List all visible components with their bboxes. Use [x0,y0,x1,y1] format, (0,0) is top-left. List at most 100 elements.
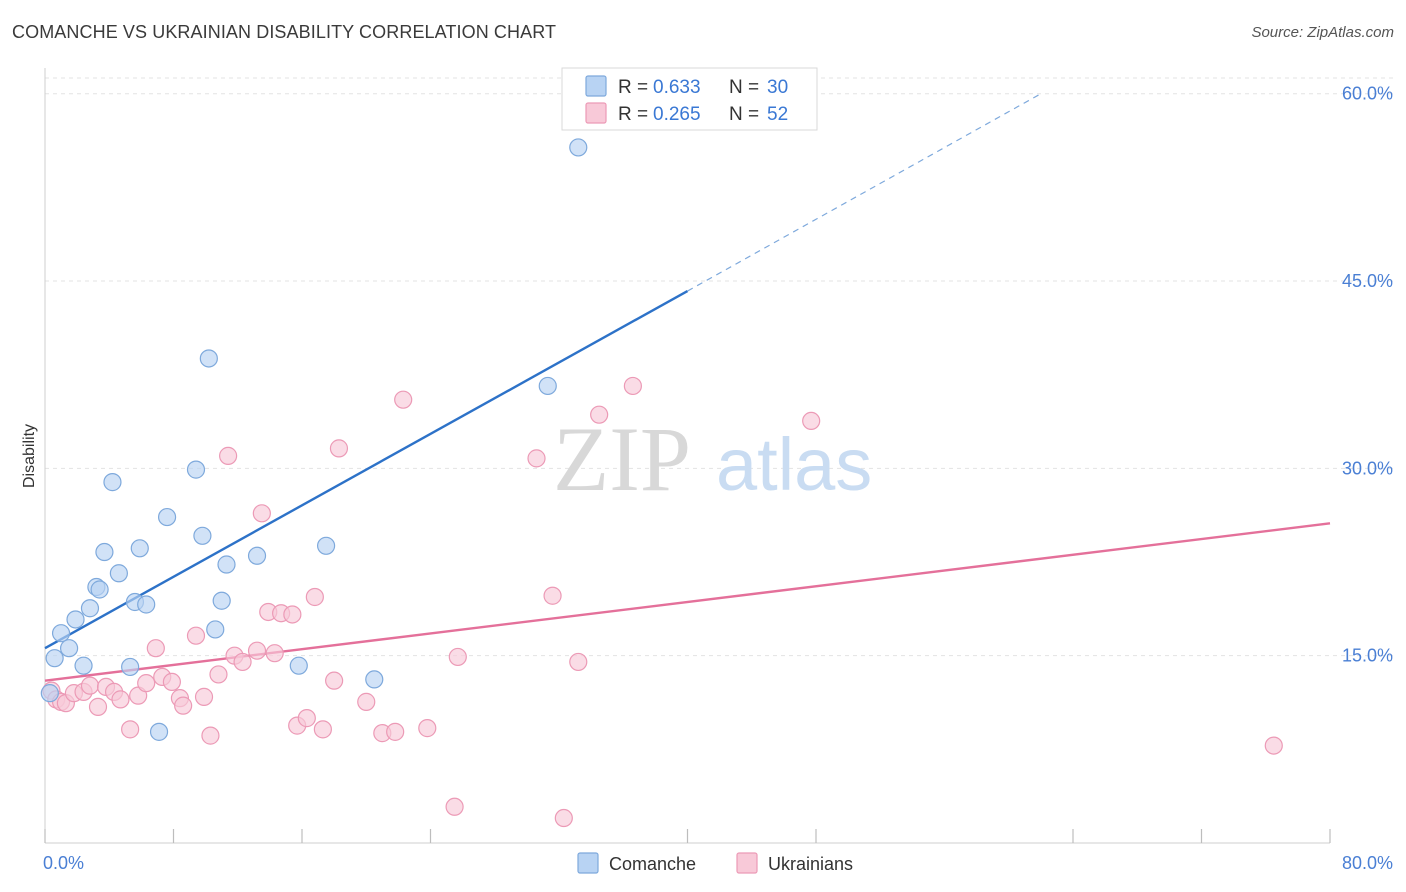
data-point-comanche [51,624,71,643]
series-legend-label-comanche: Comanche [609,854,696,874]
series-legend-swatch-ukrainians [736,852,758,874]
legend-n-label-ukrainians: N = [729,104,759,125]
data-point-ukrainians [137,674,156,693]
data-point-ukrainians [313,720,332,739]
legend-r-value-comanche: 0.633 [653,77,701,98]
data-point-ukrainians [111,690,130,709]
legend-r-value-ukrainians: 0.265 [653,104,701,125]
data-point-ukrainians [543,586,562,605]
y-tick-label: 45.0% [1342,271,1393,291]
data-point-comanche [206,620,225,639]
legend-r-label-comanche: R = [618,77,648,98]
data-point-comanche [149,722,169,741]
legend-n-label-comanche: N = [729,77,759,98]
data-point-ukrainians [146,639,165,658]
legend-swatch-ukrainians [585,102,607,124]
correlation-legend: R = 0.633 N = 30 R = 0.265 N = 52 [561,67,818,131]
data-point-comanche [59,639,79,658]
y-tick-label: 30.0% [1342,458,1393,478]
data-point-comanche [66,610,85,629]
data-point-comanche [247,546,267,565]
data-point-ukrainians [448,647,467,667]
data-point-ukrainians [590,405,609,424]
data-point-ukrainians [527,449,546,468]
data-point-ukrainians [209,665,228,684]
data-point-ukrainians [162,672,181,692]
data-point-comanche [538,376,557,396]
data-point-ukrainians [569,652,588,672]
data-point-ukrainians [88,697,108,716]
data-point-comanche [90,580,109,599]
data-points [40,138,1283,828]
data-point-comanche [109,564,128,583]
data-point-comanche [103,473,122,492]
data-point-ukrainians [554,808,573,828]
y-tick-label: 60.0% [1342,84,1393,104]
data-point-comanche [199,349,218,368]
data-point-ukrainians [80,676,100,695]
legend-swatch-comanche [585,75,607,97]
data-point-comanche [74,656,93,675]
data-point-ukrainians [623,376,642,396]
data-point-comanche [157,507,177,527]
data-point-comanche [130,539,149,558]
axes: 15.0% 30.0% 45.0% 60.0% 0.0% 80.0% [43,68,1393,873]
data-point-ukrainians [357,692,376,711]
trend-line-extension-comanche [687,93,1042,292]
data-point-comanche [365,670,384,689]
data-point-ukrainians [265,644,284,663]
data-point-ukrainians [305,587,324,607]
legend-r-label-ukrainians: R = [618,104,648,125]
data-point-ukrainians [329,439,349,458]
data-point-ukrainians [121,720,140,739]
gridlines [45,77,1394,657]
watermark-zip: ZIP [553,408,691,510]
series-legend-label-ukrainians: Ukrainians [768,854,853,874]
data-point-comanche [40,684,59,703]
y-tick-label: 15.0% [1342,646,1393,666]
data-point-ukrainians [201,726,220,745]
series-legend: Comanche Ukrainians [577,852,853,874]
data-point-comanche [316,536,336,555]
data-point-comanche [186,460,206,479]
chart-title: COMANCHE VS UKRAINIAN DISABILITY CORRELA… [12,22,557,42]
legend-n-value-ukrainians: 52 [767,104,788,125]
data-point-ukrainians [233,652,252,672]
watermark-atlas: atlas [716,423,872,506]
series-legend-swatch-comanche [577,852,599,874]
data-point-ukrainians [802,411,821,431]
data-point-comanche [95,542,114,562]
data-point-ukrainians [418,719,437,738]
data-point-ukrainians [325,671,344,690]
data-point-ukrainians [186,626,206,645]
data-point-ukrainians [445,797,464,816]
data-point-ukrainians [297,709,316,728]
data-point-comanche [45,649,64,668]
trend-lines [44,93,1331,682]
x-tick-label-max: 80.0% [1342,853,1393,873]
data-point-ukrainians [174,696,193,715]
data-point-comanche [137,595,156,614]
data-point-ukrainians [247,641,267,660]
data-point-comanche [212,591,231,610]
data-point-comanche [80,599,100,618]
trend-line-comanche [44,289,689,650]
data-point-ukrainians [394,390,413,409]
data-point-ukrainians [1264,736,1283,755]
x-tick-label-min: 0.0% [43,853,84,873]
data-point-ukrainians [386,722,405,741]
data-point-ukrainians [283,605,302,624]
source-label: Source: ZipAtlas.com [1251,24,1394,41]
data-point-comanche [289,656,308,675]
y-axis-title: Disability [21,424,38,488]
watermark: ZIP atlas [553,408,872,510]
data-point-comanche [217,555,236,574]
data-point-comanche [193,526,212,545]
data-point-ukrainians [194,687,214,706]
legend-n-value-comanche: 30 [767,77,788,98]
data-point-comanche [121,657,140,677]
data-point-ukrainians [219,446,238,465]
data-point-comanche [569,138,588,157]
data-point-ukrainians [252,504,271,523]
